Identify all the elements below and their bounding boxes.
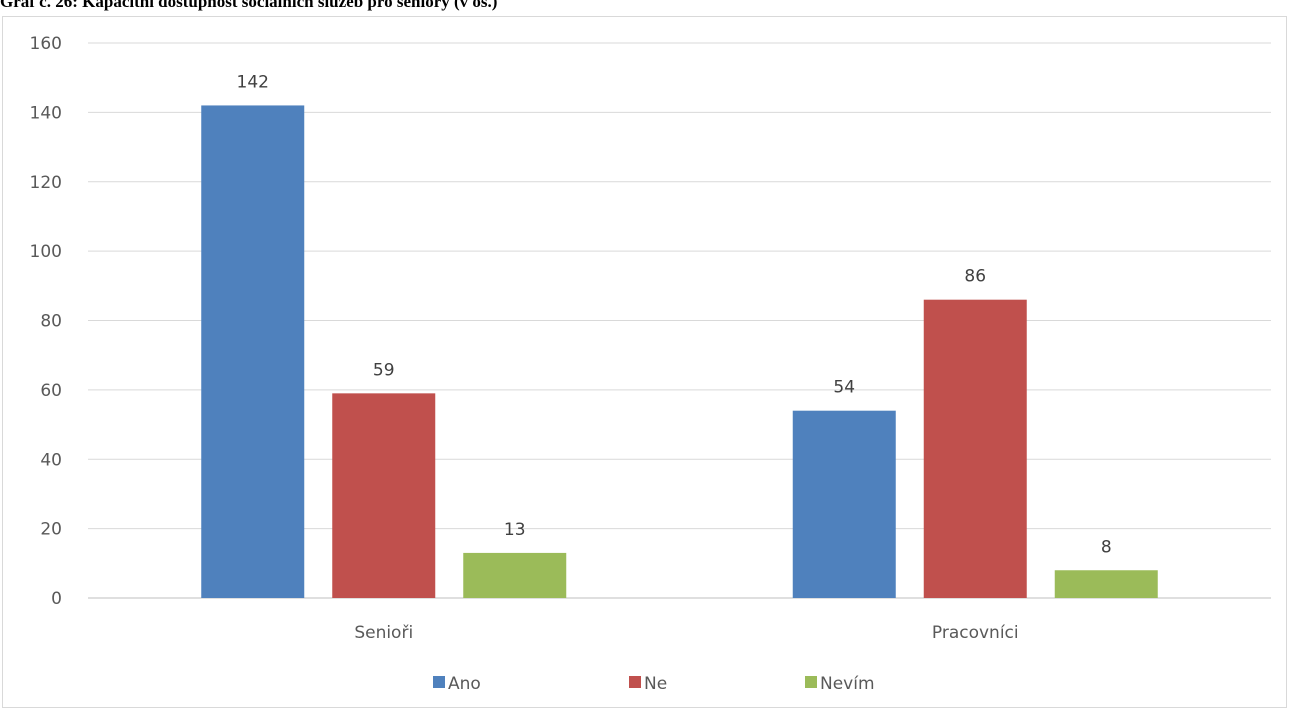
data-label: 142 bbox=[237, 72, 269, 92]
legend-swatch bbox=[805, 676, 817, 688]
bar-ne-2 bbox=[923, 299, 1027, 598]
chart-title: Graf č. 26: Kapacitní dostupnost sociáln… bbox=[0, 0, 498, 11]
y-tick-label: 0 bbox=[51, 589, 62, 609]
y-tick-label: 40 bbox=[40, 450, 62, 470]
data-label: 13 bbox=[504, 520, 526, 540]
data-label: 8 bbox=[1101, 537, 1112, 557]
y-tick-label: 160 bbox=[30, 34, 62, 54]
bar-nevím-1 bbox=[463, 552, 567, 598]
bar-ano-1 bbox=[201, 105, 305, 598]
bar-ne-1 bbox=[332, 393, 436, 598]
data-label: 54 bbox=[833, 378, 855, 398]
x-category-label: Pracovníci bbox=[932, 623, 1019, 643]
legend-swatch bbox=[629, 676, 641, 688]
legend-label: Ne bbox=[644, 674, 667, 694]
y-tick-label: 80 bbox=[40, 312, 62, 332]
y-tick-label: 20 bbox=[40, 520, 62, 540]
y-tick-label: 100 bbox=[30, 242, 62, 262]
bar-ano-2 bbox=[792, 410, 896, 598]
data-label: 59 bbox=[373, 360, 395, 380]
legend-swatch bbox=[433, 676, 445, 688]
y-tick-label: 120 bbox=[30, 173, 62, 193]
bar-nevím-2 bbox=[1054, 570, 1158, 598]
legend-label: Ano bbox=[448, 674, 481, 694]
x-category-label: Senioři bbox=[354, 623, 413, 643]
legend-label: Nevím bbox=[820, 674, 875, 694]
data-label: 86 bbox=[964, 267, 986, 287]
y-tick-label: 140 bbox=[30, 103, 62, 123]
y-tick-label: 60 bbox=[40, 381, 62, 401]
